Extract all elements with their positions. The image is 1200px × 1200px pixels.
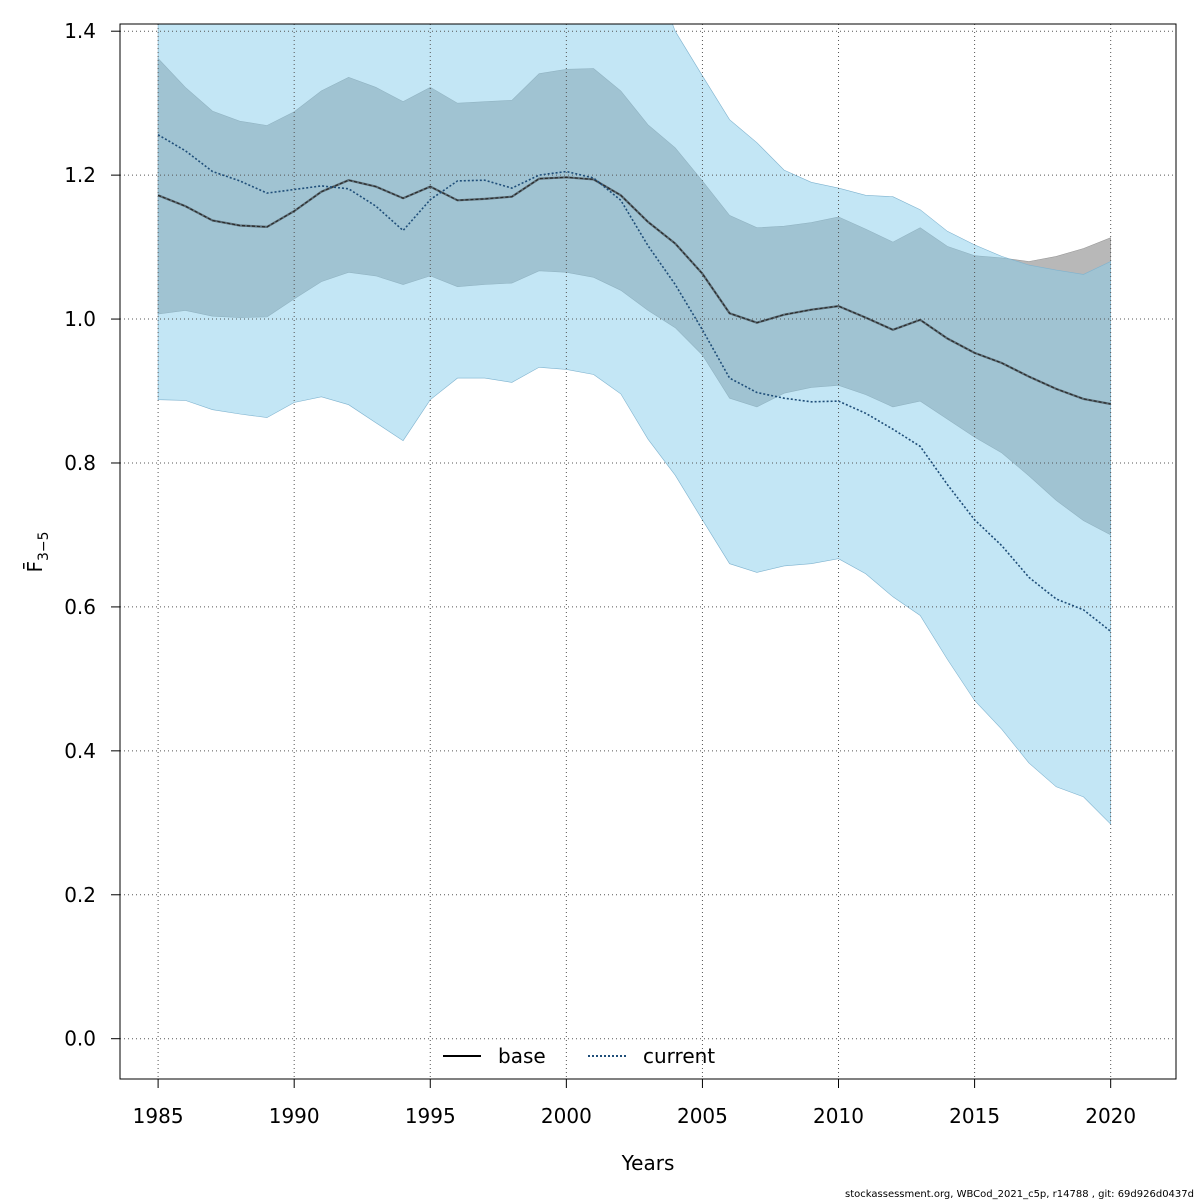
legend-label-current: current <box>643 1044 715 1068</box>
x-tick-label: 2015 <box>949 1104 1000 1128</box>
y-axis: 0.0 0.2 0.4 0.6 0.8 1.0 1.2 1.4 <box>64 19 120 1051</box>
x-axis: 1985 1990 1995 2000 2005 2010 2015 2020 <box>133 1079 1136 1128</box>
y-axis-title: F̄3−5 <box>22 531 52 572</box>
y-tick-label: 0.8 <box>64 451 96 475</box>
legend: base current <box>443 1044 715 1068</box>
legend-label-base: base <box>498 1044 546 1068</box>
x-tick-label: 2000 <box>541 1104 592 1128</box>
x-tick-label: 1990 <box>269 1104 320 1128</box>
grid <box>120 24 1176 1079</box>
y-tick-label: 1.0 <box>64 307 96 331</box>
y-tick-label: 1.2 <box>64 163 96 187</box>
series-line-base-overlay <box>157 176 1111 405</box>
y-tick-label: 0.4 <box>64 739 96 763</box>
svg-text:F̄3−5: F̄3−5 <box>22 531 52 572</box>
y-tick-label: 1.4 <box>64 19 96 43</box>
y-tick-label: 0.2 <box>64 883 96 907</box>
band-current <box>157 24 1111 825</box>
confidence-bands <box>157 24 1111 825</box>
plot-frame <box>119 23 1177 1080</box>
x-tick-label: 2005 <box>677 1104 728 1128</box>
x-tick-label: 1985 <box>133 1104 184 1128</box>
footer-text: stockassessment.org, WBCod_2021_c5p, r14… <box>845 1189 1194 1200</box>
x-axis-title: Years <box>621 1151 675 1175</box>
x-tick-label: 2010 <box>813 1104 864 1128</box>
series-lines <box>157 134 1112 633</box>
x-tick-label: 1995 <box>405 1104 456 1128</box>
y-tick-label: 0.0 <box>64 1027 96 1051</box>
y-tick-label: 0.6 <box>64 595 96 619</box>
series-line-current <box>157 134 1112 633</box>
x-tick-label: 2020 <box>1085 1104 1136 1128</box>
